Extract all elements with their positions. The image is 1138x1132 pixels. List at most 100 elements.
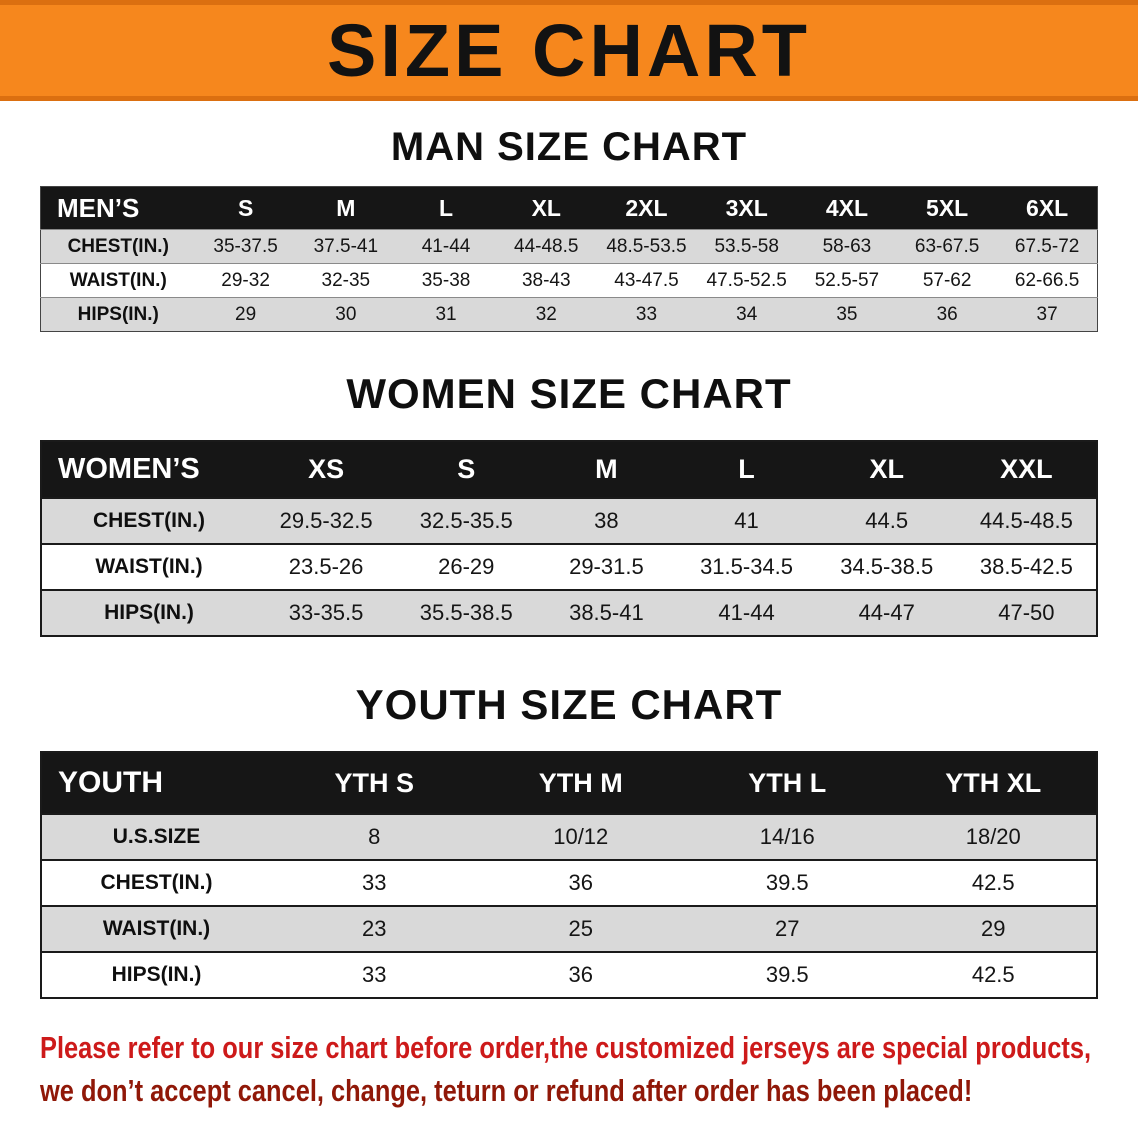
size-value-cell: 32-35: [321, 269, 371, 291]
measurement-row: WAIST(IN.) 23.5-26 26-29 29-31.5 31.5-34.5 34…: [41, 544, 1097, 590]
size-value-cell: 36: [568, 962, 593, 987]
size-value-cell: 31: [435, 303, 457, 325]
size-column-header: L: [395, 186, 497, 230]
measurement-row: CHEST(IN.) 33 36 39.5 42.5: [41, 860, 1097, 906]
size-value-cell: 23.5-26: [288, 554, 364, 579]
size-value-cell: 37: [1036, 303, 1058, 325]
size-value-cell: 43-47.5: [614, 269, 679, 291]
size-value-cell: 41-44: [718, 600, 775, 625]
size-value-cell: 34: [736, 303, 758, 325]
size-value-cell: 42.5: [971, 870, 1015, 895]
size-value-cell: 38.5-42.5: [979, 554, 1073, 579]
size-column-header: 4XL: [796, 186, 898, 230]
size-value-cell: 38.5-41: [569, 600, 644, 625]
size-value-cell: 44-47: [858, 600, 915, 625]
measurement-row: WAIST(IN.) 29-32 32-35 35-38 38-43 43-47.5 47.…: [40, 263, 1098, 298]
size-column-header: L: [676, 441, 817, 498]
size-value-cell: 44.5: [865, 508, 909, 533]
men-size-section: MAN SIZE CHART MEN’S S M L XL 2XL 3XL 4XL 5XL 6XL…: [0, 101, 1138, 332]
size-value-cell: 33-35.5: [288, 600, 364, 625]
size-value-cell: 44.5-48.5: [979, 508, 1073, 533]
size-value-cell: 35: [836, 303, 858, 325]
disclaimer: Please refer to our size chart before or…: [40, 1027, 1138, 1113]
size-value-cell: 35-37.5: [213, 235, 278, 257]
size-value-cell: 33: [362, 962, 387, 987]
size-value-cell: 18/20: [965, 824, 1021, 849]
size-column-header: YTH S: [271, 752, 478, 814]
size-value-cell: 27: [775, 916, 800, 941]
size-value-cell: 26-29: [438, 554, 495, 579]
size-value-cell: 63-67.5: [914, 235, 980, 257]
size-value-cell: 29-32: [221, 269, 270, 291]
measurement-row: U.S.SIZE 8 10/12 14/16 18/20: [41, 814, 1097, 860]
size-value-cell: 32.5-35.5: [419, 508, 513, 533]
measurement-row: WAIST(IN.) 23 25 27 29: [41, 906, 1097, 952]
row-label: HIPS(IN.): [111, 963, 202, 986]
size-column-header: XS: [256, 441, 397, 498]
size-value-cell: 25: [568, 916, 593, 941]
size-value-cell: 35-38: [421, 269, 471, 291]
size-value-cell: 14/16: [759, 824, 815, 849]
page-title: SIZE CHART: [327, 8, 811, 92]
youth-size-section: YOUTH SIZE CHART YOUTH YTH S YTH M YTH L YTH…: [0, 637, 1138, 999]
youth-section-heading: YOUTH SIZE CHART: [355, 681, 783, 728]
size-value-cell: 47.5-52.5: [706, 269, 787, 291]
size-value-cell: 57-62: [922, 269, 972, 291]
size-value-cell: 39.5: [765, 962, 809, 987]
size-value-cell: 53.5-58: [714, 235, 779, 257]
size-value-cell: 29: [981, 916, 1006, 941]
size-value-cell: 33: [635, 303, 658, 325]
size-value-cell: 10/12: [553, 824, 609, 849]
size-column-header: XL: [496, 186, 597, 230]
size-value-cell: 33: [362, 870, 387, 895]
women-size-table: WOMEN’S XS S M L XL XXL CHEST(IN.) 29.5-32.5 32.5…: [40, 440, 1098, 637]
size-value-cell: 36: [936, 303, 958, 325]
size-header-row: YOUTH YTH S YTH M YTH L YTH XL: [41, 752, 1097, 814]
size-value-cell: 30: [335, 303, 357, 325]
size-column-header: YTH M: [477, 752, 684, 814]
size-column-header: 6XL: [997, 186, 1098, 230]
measurement-row: CHEST(IN.) 29.5-32.5 32.5-35.5 38 41 44.5 44.5…: [41, 498, 1097, 544]
size-column-header: XL: [816, 441, 957, 498]
size-value-cell: 38: [594, 508, 619, 533]
measurement-row: HIPS(IN.) 33 36 39.5 42.5: [41, 952, 1097, 998]
size-value-cell: 32: [535, 303, 557, 325]
size-value-cell: 44-48.5: [514, 235, 579, 257]
youth-size-table: YOUTH YTH S YTH M YTH L YTH XL U.S.SIZE 8 10/12…: [40, 751, 1098, 999]
measurement-row: HIPS(IN.) 29 30 31 32 33 34 35 36 37: [40, 297, 1098, 332]
size-column-header: M: [536, 441, 677, 498]
size-value-cell: 29.5-32.5: [279, 508, 373, 533]
size-value-cell: 67.5-72: [1014, 235, 1080, 257]
disclaimer-line-2: we don’t accept cancel, change, teturn o…: [40, 1072, 973, 1108]
table-title-cell: MEN’S: [40, 186, 196, 230]
size-value-cell: 62-66.5: [1014, 269, 1080, 291]
size-value-cell: 29: [235, 303, 257, 325]
size-value-cell: 41-44: [421, 235, 471, 257]
size-value-cell: 52.5-57: [814, 269, 880, 291]
size-column-header: YTH L: [684, 752, 891, 814]
size-column-header: S: [396, 441, 537, 498]
measurement-row: HIPS(IN.) 33-35.5 35.5-38.5 38.5-41 41-44 44-…: [41, 590, 1097, 636]
size-value-cell: 29-31.5: [569, 554, 644, 579]
measurement-row: CHEST(IN.) 35-37.5 37.5-41 41-44 44-48.5 48.5…: [40, 229, 1098, 264]
size-value-cell: 47-50: [998, 600, 1055, 625]
size-value-cell: 23: [362, 916, 387, 941]
row-label: WAIST(IN.): [102, 917, 211, 940]
size-value-cell: 36: [568, 870, 593, 895]
row-label: U.S.SIZE: [112, 825, 201, 848]
row-label: CHEST(IN.): [93, 509, 205, 532]
women-section-heading: WOMEN SIZE CHART: [346, 370, 792, 417]
size-column-header: 3XL: [696, 186, 797, 230]
disclaimer-line-1: Please refer to our size chart before or…: [40, 1030, 1092, 1065]
size-header-row: WOMEN’S XS S M L XL XXL: [41, 441, 1097, 498]
size-value-cell: 38-43: [521, 269, 571, 291]
men-size-table: MEN’S S M L XL 2XL 3XL 4XL 5XL 6XL CHEST(IN.) 35-37…: [40, 186, 1098, 332]
size-column-header: S: [195, 186, 296, 230]
size-value-cell: 42.5: [971, 962, 1015, 987]
table-title-cell: WOMEN’S: [41, 441, 256, 498]
row-label: WAIST(IN.): [69, 269, 167, 291]
size-value-cell: 58-63: [822, 235, 872, 257]
size-value-cell: 31.5-34.5: [700, 554, 794, 579]
size-header-row: MEN’S S M L XL 2XL 3XL 4XL 5XL 6XL: [40, 186, 1098, 230]
